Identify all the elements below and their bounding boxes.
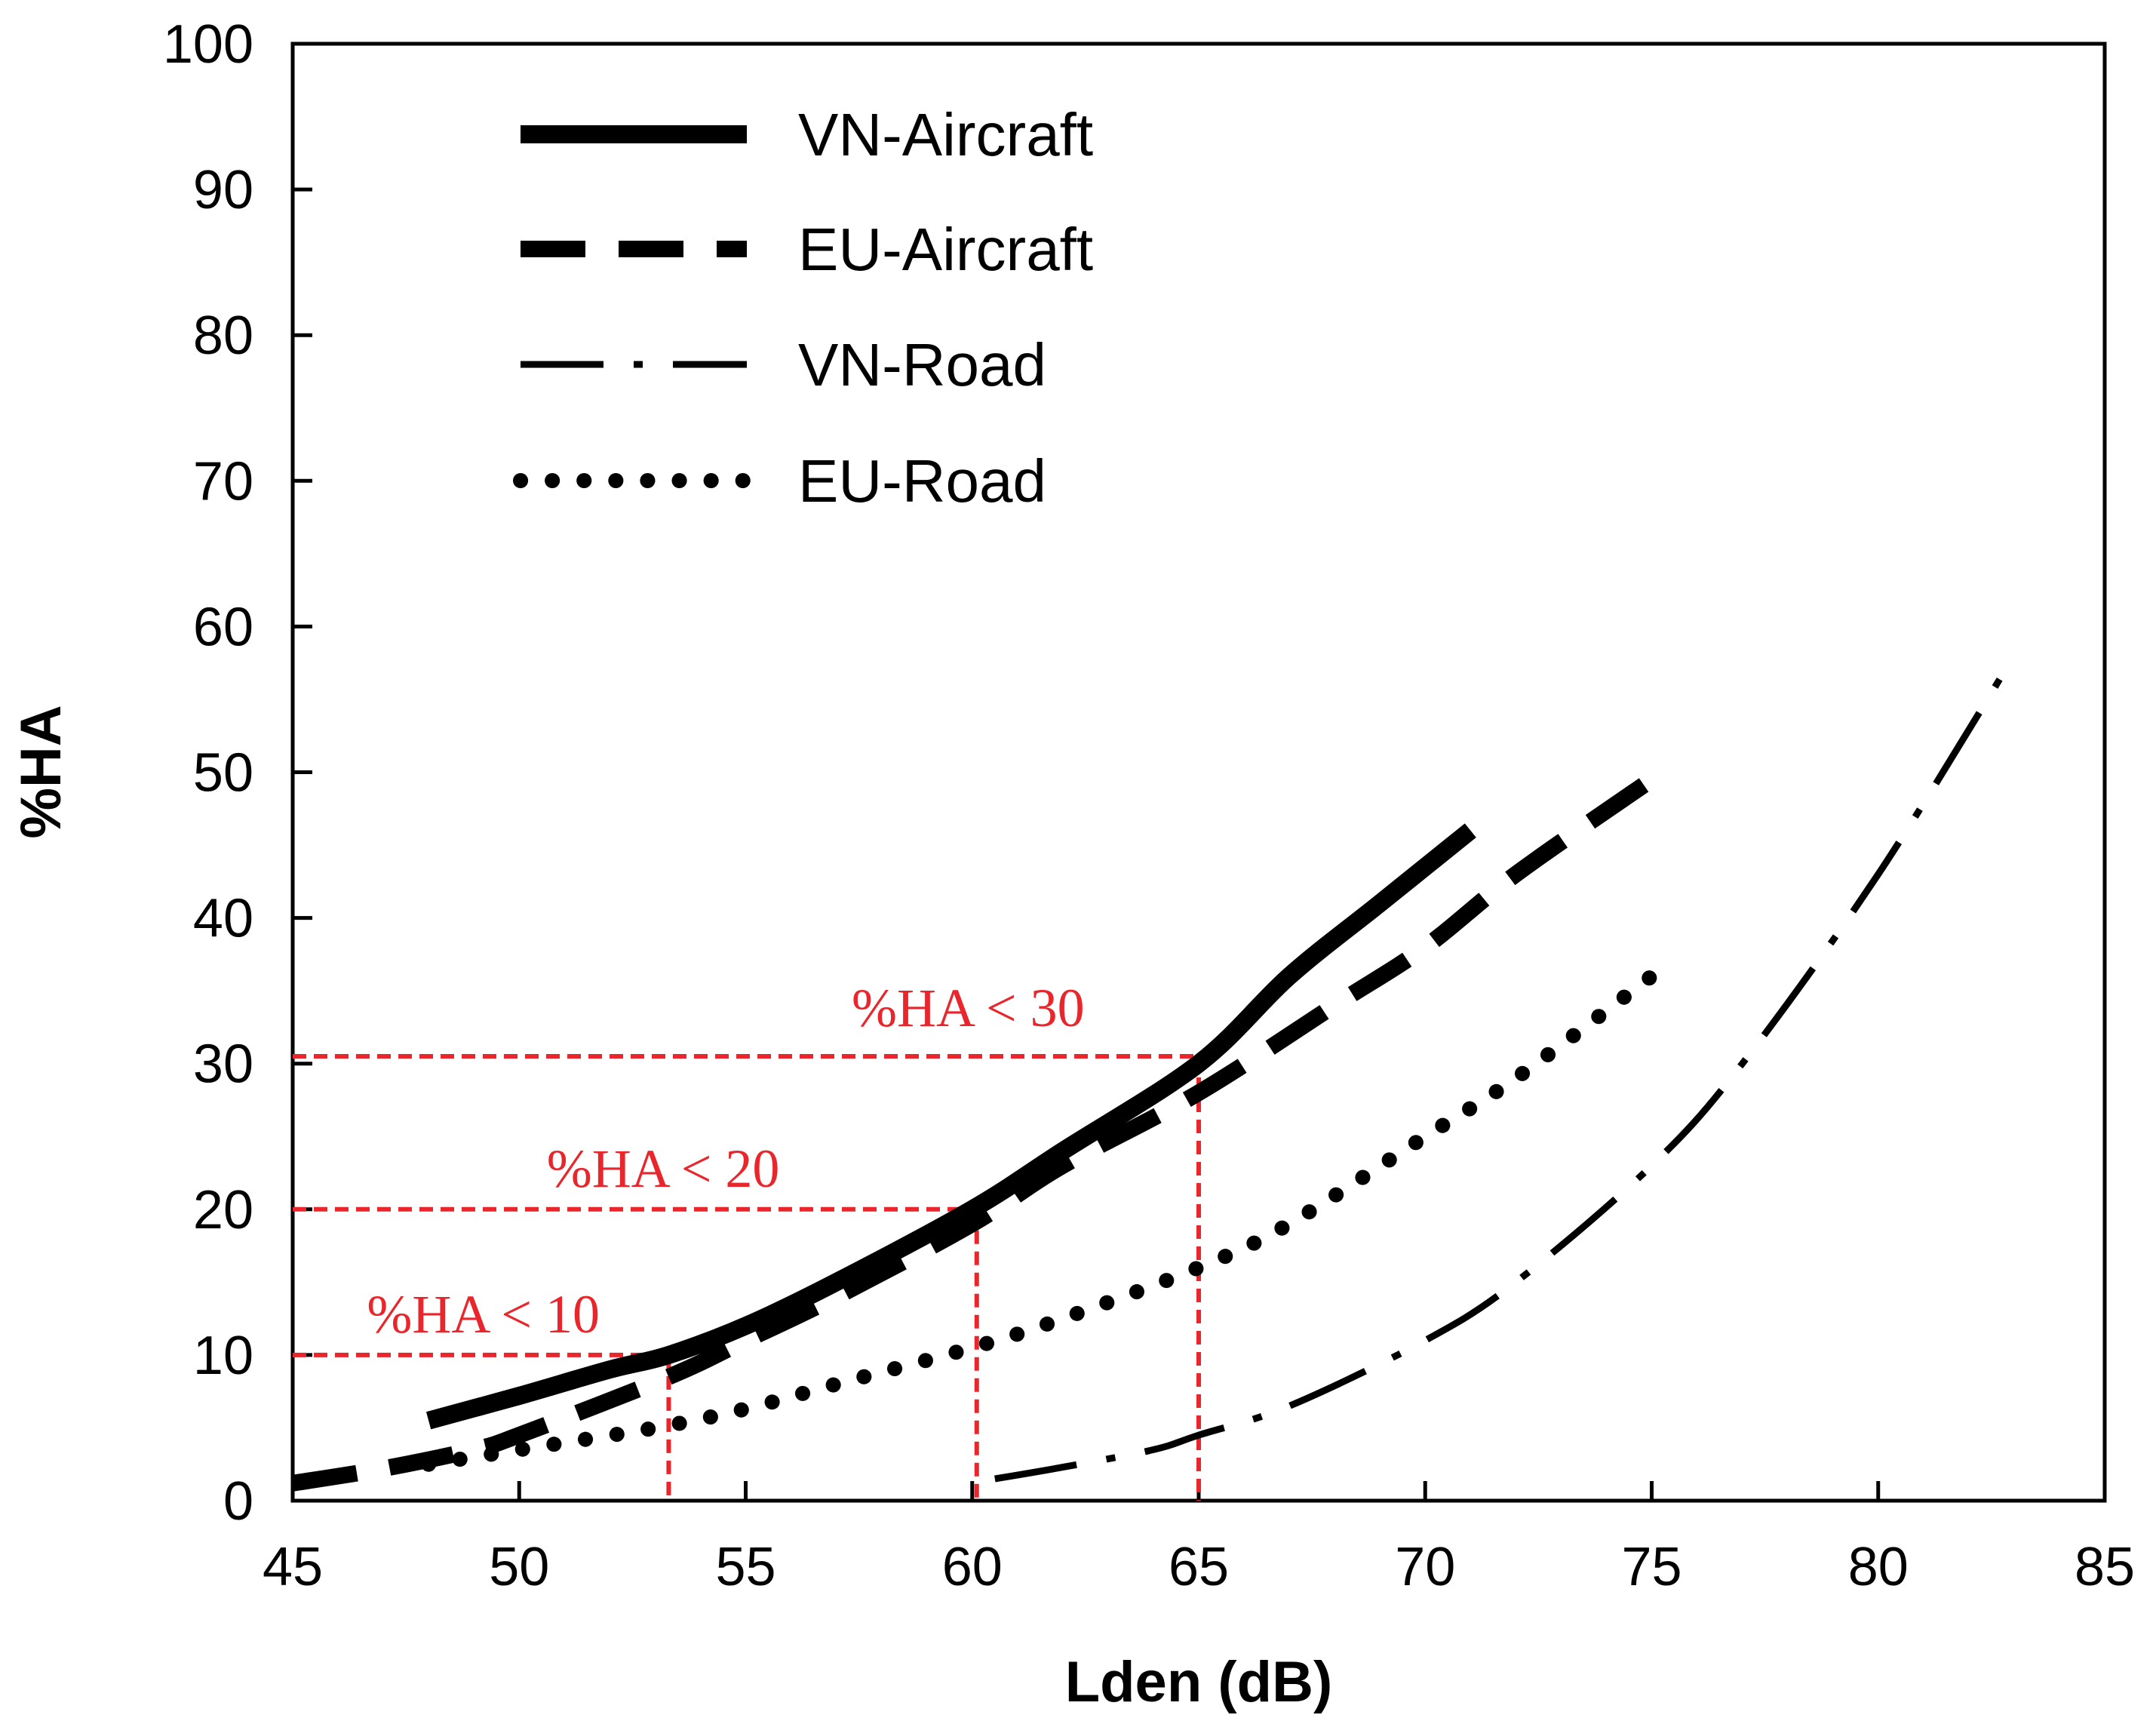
x-tick-label: 85: [2075, 1537, 2135, 1597]
x-axis: 45 50 55 60 65 70 75 80 85: [263, 1481, 2135, 1597]
annotation-label: %HA < 20: [547, 1139, 780, 1199]
series-line-vn-road: [994, 653, 2017, 1483]
y-tick-label: 0: [223, 1471, 253, 1532]
legend-label: VN-Road: [798, 331, 1046, 398]
plot-frame: [290, 41, 2107, 1503]
x-tick-label: 70: [1395, 1537, 1455, 1597]
annotation-label: %HA < 10: [367, 1284, 600, 1345]
y-axis-title: %HA: [9, 705, 73, 838]
legend-label: EU-Road: [798, 447, 1046, 515]
y-tick-label: 90: [193, 160, 253, 220]
legend-label: EU-Aircraft: [798, 216, 1093, 283]
series-line-eu-aircraft: [291, 773, 1657, 1492]
x-tick-label: 65: [1169, 1537, 1229, 1597]
x-tick-label: 50: [489, 1537, 549, 1597]
series-line-eu-road: [421, 968, 1660, 1472]
annotation-group: %HA < 10 %HA < 20 %HA < 30: [367, 978, 1084, 1345]
y-axis: 0 10 20 30 40 50 60 70 80 90 100: [163, 14, 312, 1532]
x-axis-title: Lden (dB): [1065, 1650, 1333, 1714]
x-tick-label: 60: [942, 1537, 1003, 1597]
legend: VN-Aircraft EU-Aircraft VN-Road EU-Road: [513, 101, 1093, 515]
x-tick-label: 80: [1848, 1537, 1909, 1597]
y-tick-label: 40: [193, 889, 253, 949]
x-tick-label: 45: [263, 1537, 323, 1597]
series-line-vn-aircraft: [425, 823, 1476, 1430]
annotation-label: %HA < 30: [852, 978, 1085, 1038]
y-tick-label: 70: [193, 451, 253, 512]
y-tick-label: 50: [193, 743, 253, 804]
legend-label: VN-Aircraft: [798, 101, 1093, 168]
x-tick-label: 75: [1621, 1537, 1681, 1597]
y-tick-label: 10: [193, 1326, 253, 1386]
y-tick-label: 100: [163, 14, 253, 75]
y-tick-label: 20: [193, 1180, 253, 1240]
y-tick-label: 30: [193, 1034, 253, 1095]
threshold-guides: [293, 1054, 1201, 1501]
y-tick-label: 80: [193, 306, 253, 366]
series-group: [291, 653, 2017, 1492]
x-tick-label: 55: [715, 1537, 775, 1597]
y-tick-label: 60: [193, 597, 253, 657]
